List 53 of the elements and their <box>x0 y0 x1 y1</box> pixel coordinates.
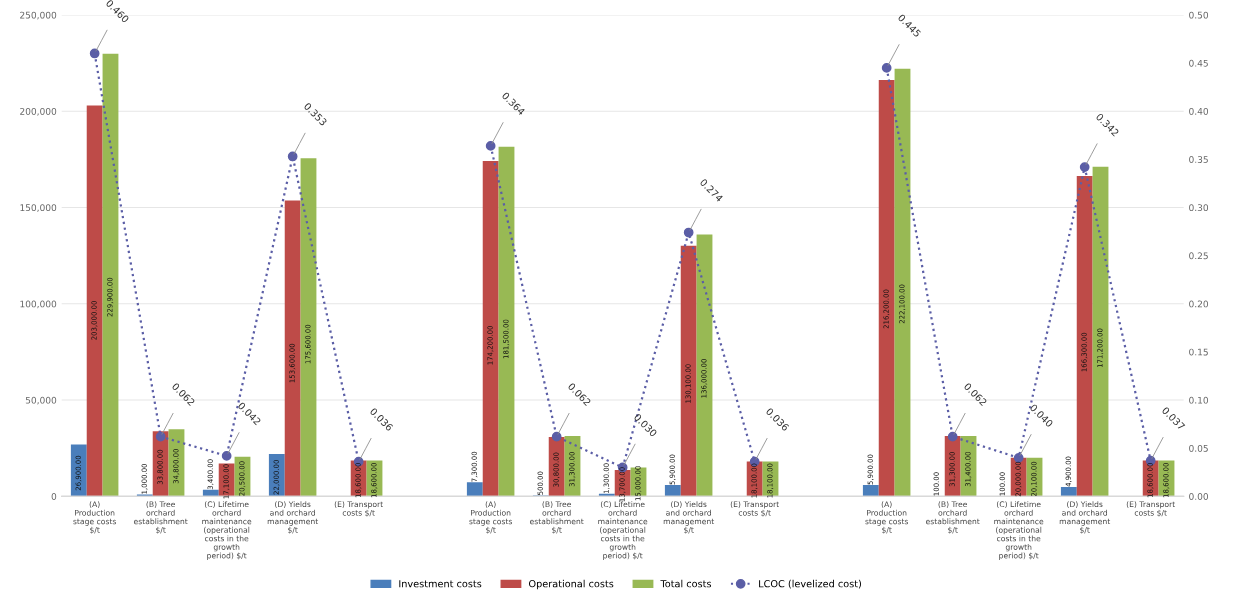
bar <box>102 53 119 497</box>
legend-label: LCOC (levelized cost) <box>759 579 861 589</box>
bar <box>86 105 103 497</box>
bar <box>696 234 713 497</box>
y2-tick-label: 0.40 <box>1189 107 1209 115</box>
bar <box>70 444 87 497</box>
y2-tick-label: 0.45 <box>1189 59 1208 67</box>
bar <box>944 436 961 497</box>
bar <box>1092 166 1109 497</box>
y2-tick-label: 0.50 <box>1189 11 1209 19</box>
y-tick-label: 50,000 <box>25 396 57 405</box>
y2-tick-label: 0.35 <box>1189 156 1208 163</box>
bar <box>268 453 285 497</box>
bar <box>1060 486 1077 497</box>
y2-tick-label: 0.30 <box>1189 204 1209 212</box>
legend-label: Investment costs <box>399 580 482 588</box>
bar <box>218 463 235 497</box>
bar <box>680 245 697 497</box>
bar <box>284 200 301 497</box>
bar <box>300 158 317 497</box>
bar <box>202 489 219 497</box>
bar <box>664 484 681 497</box>
y-tick-label: 0 <box>51 493 57 500</box>
point <box>221 451 232 461</box>
bar <box>862 484 879 497</box>
y-tick-label: 150,000 <box>20 204 57 212</box>
point <box>287 151 298 162</box>
point <box>89 48 100 59</box>
point <box>1079 162 1090 172</box>
y2-tick-label: 0.15 <box>1189 348 1208 356</box>
point <box>485 141 496 151</box>
point <box>683 227 694 238</box>
legend-label: Operational costs <box>528 579 614 590</box>
bar <box>548 437 565 497</box>
bar <box>466 482 483 497</box>
y2-tick-label: 0.25 <box>1189 252 1208 260</box>
legend-label: Total costs <box>660 579 712 588</box>
point <box>881 63 892 73</box>
y2-tick-label: 0.05 <box>1189 444 1208 452</box>
y-tick-label: 100,000 <box>20 300 57 309</box>
y2-tick-label: 0.20 <box>1189 300 1209 308</box>
bar <box>878 80 895 497</box>
bar <box>482 160 499 497</box>
y2-tick-label: 0.10 <box>1189 396 1209 404</box>
y-tick-label: 250,000 <box>20 11 57 20</box>
bar <box>152 431 169 497</box>
bar <box>498 146 515 497</box>
point <box>947 431 958 442</box>
y-tick-label: 200,000 <box>20 107 57 116</box>
bar <box>894 68 911 497</box>
bar <box>1076 176 1093 497</box>
y2-tick-label: 0.00 <box>1189 493 1209 500</box>
point <box>1013 452 1024 463</box>
